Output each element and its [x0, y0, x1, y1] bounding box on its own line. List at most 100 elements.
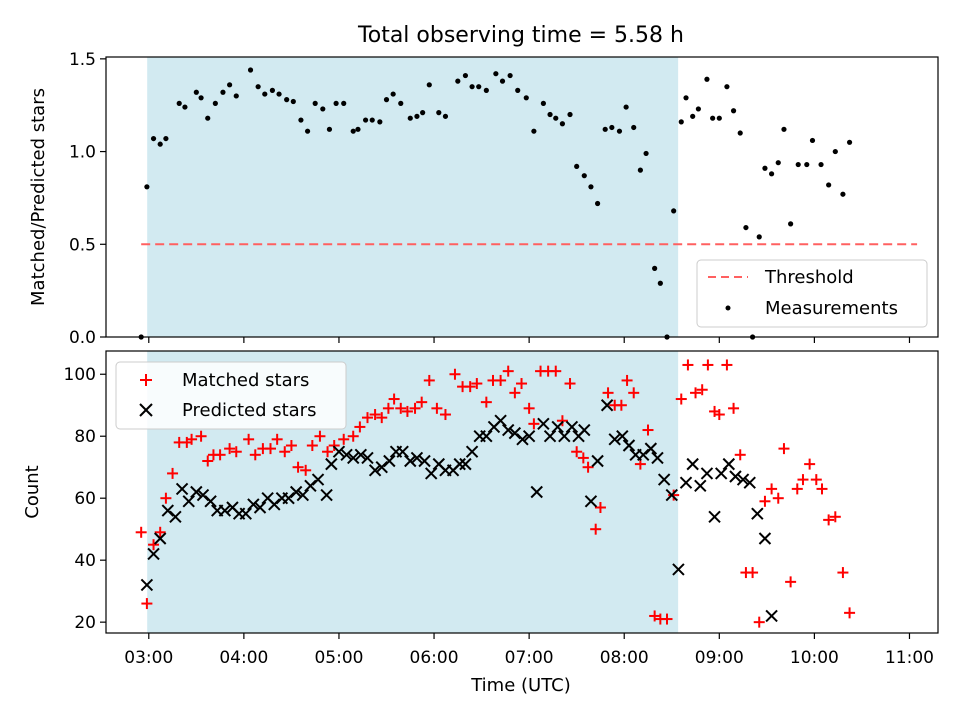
predicted-star-point [665, 488, 678, 502]
measurement-point [362, 117, 369, 123]
predicted-star-point [565, 420, 579, 434]
matched-star-point [772, 492, 784, 504]
matched-star-point [471, 378, 483, 390]
measurement-point [809, 137, 816, 144]
measurement-point [743, 224, 749, 231]
predicted-star-point [537, 417, 550, 431]
measurement-point [737, 130, 743, 136]
matched-star-point [556, 415, 568, 427]
measurement-point [671, 208, 677, 214]
measurement-point [193, 89, 199, 95]
predicted-star-point [551, 420, 564, 434]
matched-star-point [495, 374, 507, 386]
top-yticks-layer: 0.0 0.5 1.0 1.5 [69, 50, 106, 348]
predicted-star-point [404, 454, 417, 468]
predicted-star-point [361, 451, 374, 465]
matched-star-point [395, 402, 407, 414]
measurement-point [832, 148, 838, 155]
matched-star-point [338, 433, 350, 445]
top-panel: 0.0 0.5 1.0 1.5 Matched/Predicted stars Thr… [28, 50, 939, 348]
predicted-star-point [722, 457, 736, 471]
matched-star-point [702, 359, 714, 371]
predicted-star-point [657, 473, 671, 486]
matched-star-point [523, 402, 535, 414]
measurement-point [312, 100, 318, 106]
measurement-point [643, 150, 649, 157]
measurement-point [631, 124, 637, 131]
measurement-point [804, 161, 810, 168]
matched-star-point [148, 539, 160, 551]
predicted-star-point [190, 485, 203, 499]
measurement-point [333, 100, 339, 106]
measurement-point [507, 72, 513, 79]
matched-star-point [509, 387, 521, 399]
measurement-point [326, 126, 333, 132]
predicted-star-point [354, 448, 368, 462]
predicted-star-point [325, 457, 338, 471]
matched-star-point [747, 567, 759, 579]
matched-star-point [243, 433, 255, 445]
matched-star-point [224, 443, 236, 455]
matched-star-point [528, 418, 540, 430]
legend-threshold-label: Threshold [764, 267, 854, 288]
top-y-axis-label: Matched/Predicted stars [28, 88, 49, 306]
chart-title: Total observing time = 5.58 h [357, 23, 684, 48]
predicted-star-point [530, 485, 543, 499]
legend-predicted-label: Predicted stars [182, 400, 316, 421]
measurement-point [276, 91, 282, 97]
predicted-star-point [622, 439, 636, 452]
measurement-point [455, 78, 461, 84]
measurement-point [493, 71, 499, 77]
matched-star-point [186, 433, 198, 445]
matched-star-point [279, 446, 291, 458]
xtick-label: 08:00 [600, 648, 649, 668]
matched-star-point [602, 387, 614, 399]
matched-star-point [306, 440, 318, 452]
measurement-point [390, 91, 396, 97]
matched-star-point [791, 483, 803, 495]
matched-star-point [810, 474, 822, 486]
xtick-label: 05:00 [314, 648, 363, 668]
predicted-star-point [311, 473, 325, 486]
measurement-point [227, 82, 233, 88]
matched-star-point [785, 576, 797, 588]
measurement-point [523, 95, 529, 101]
measurement-point [609, 124, 615, 131]
matched-star-point [423, 374, 435, 386]
predicted-star-point [383, 454, 396, 468]
matched-star-point [564, 378, 576, 390]
measurement-point [469, 84, 475, 90]
predicted-star-point [651, 451, 664, 465]
measurement-point [284, 97, 290, 103]
predicted-star-point [672, 563, 685, 576]
matched-star-point [661, 613, 673, 625]
legend-predicted-swatch [139, 403, 153, 417]
predicted-star-point [522, 430, 536, 443]
matched-star-point [264, 443, 276, 455]
measurement-point [233, 93, 239, 99]
matched-star-point [582, 461, 594, 473]
measurement-point [377, 119, 383, 125]
top-xticks-layer [148, 337, 911, 343]
predicted-star-point [616, 430, 629, 443]
measurement-point [840, 191, 846, 197]
measurement-point [574, 163, 580, 170]
bottom-y-axis-label: Count [22, 465, 43, 518]
measurement-point [290, 98, 296, 105]
matched-star-point [759, 495, 771, 507]
matched-star-point [804, 458, 816, 470]
predicted-star-point [736, 473, 750, 486]
predicted-star-point [608, 433, 621, 446]
predicted-star-point [543, 430, 557, 443]
matched-star-point [409, 402, 421, 414]
matched-star-point [753, 616, 765, 628]
measurement-point [818, 161, 824, 168]
matched-star-point [590, 523, 602, 535]
predicted-star-point [516, 433, 529, 446]
matched-star-point [285, 440, 297, 452]
measurement-point [350, 128, 356, 134]
measurement-point [157, 141, 163, 147]
measurement-point [355, 126, 361, 132]
predicted-star-point [600, 399, 614, 412]
predicted-star-point [204, 495, 217, 508]
